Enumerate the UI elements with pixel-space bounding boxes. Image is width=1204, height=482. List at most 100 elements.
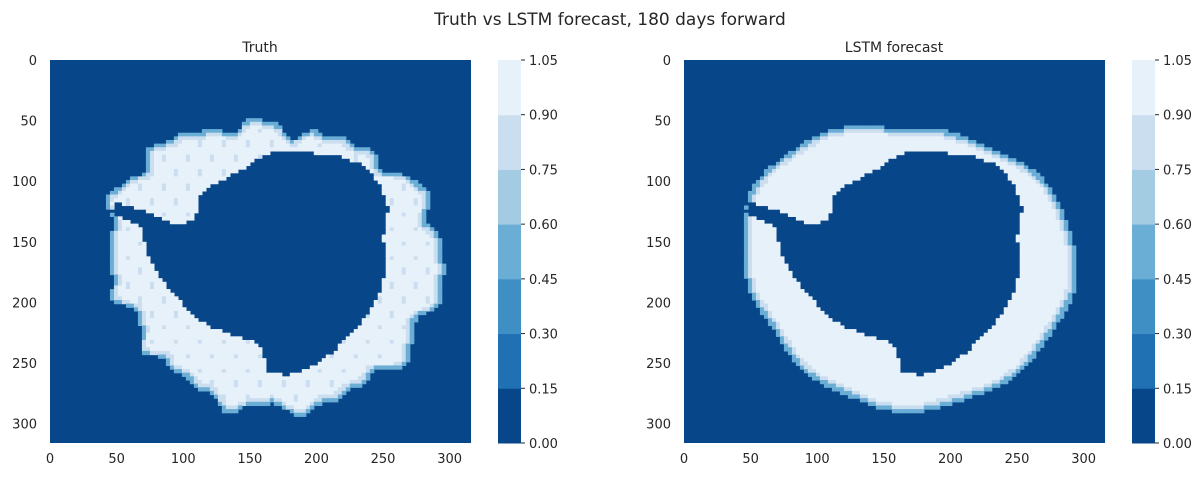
heatmap-cell [791, 318, 797, 323]
heatmap-cell [173, 212, 179, 217]
heatmap-cell [795, 347, 801, 352]
heatmap-cell [855, 376, 861, 381]
heatmap-cell [1007, 172, 1013, 177]
heatmap-cell [895, 372, 901, 377]
heatmap-cell [137, 289, 143, 294]
heatmap-cell [751, 292, 757, 297]
heatmap-cell [999, 347, 1005, 352]
heatmap-cell [783, 183, 789, 188]
heatmap-cell [213, 150, 219, 156]
heatmap-cell [345, 336, 351, 341]
heatmap-cell [827, 379, 833, 385]
heatmap-cell [253, 369, 259, 374]
heatmap-cell [1063, 267, 1069, 272]
heatmap-cell [325, 150, 331, 156]
heatmap-cell [421, 303, 427, 308]
heatmap-cell [803, 325, 809, 330]
heatmap-cell [795, 289, 801, 294]
heatmap-cell [1051, 263, 1057, 268]
heatmap-cell [305, 132, 311, 137]
heatmap-cell [137, 259, 143, 265]
heatmap-cell [875, 165, 881, 170]
heatmap-cell [121, 234, 127, 239]
heatmap-cell [931, 372, 937, 377]
heatmap-cell [747, 194, 753, 199]
heatmap-cell [1011, 343, 1017, 348]
heatmap-cell [1007, 299, 1013, 305]
heatmap-cell [859, 347, 865, 352]
heatmap-cell [429, 249, 435, 254]
heatmap-cell [823, 329, 829, 334]
heatmap-cell [827, 158, 833, 163]
colorbar-tick-label: 0.00 [529, 437, 558, 452]
heatmap-cell [1031, 259, 1037, 265]
heatmap-cell [831, 165, 837, 170]
heatmap-cell [217, 354, 223, 359]
heatmap-cell [425, 267, 431, 272]
heatmap-cell [193, 361, 199, 367]
heatmap-cell [169, 158, 175, 163]
heatmap-cell [245, 361, 251, 367]
heatmap-cell [1035, 238, 1041, 243]
heatmap-cell [799, 314, 805, 319]
heatmap-cell [971, 343, 977, 348]
heatmap-cell [197, 143, 203, 148]
heatmap-cell [839, 325, 845, 330]
heatmap-cell [1019, 172, 1025, 177]
heatmap-cell [779, 201, 785, 207]
heatmap-cell [409, 205, 415, 210]
heatmap-cell [847, 332, 853, 337]
heatmap-cell [747, 223, 753, 228]
heatmap-cell [365, 358, 371, 363]
heatmap-cell [161, 318, 167, 323]
heatmap-cell [1027, 198, 1033, 203]
heatmap-cell [835, 161, 841, 167]
heatmap-cell [839, 347, 845, 352]
heatmap-cell [971, 361, 977, 367]
heatmap-cell [895, 129, 901, 134]
heatmap-cell [759, 296, 765, 301]
heatmap-cell [967, 387, 973, 392]
heatmap-cell [153, 307, 159, 312]
heatmap-cell [197, 172, 203, 177]
heatmap-cell [217, 161, 223, 167]
heatmap-cell [153, 310, 159, 316]
heatmap-cell [871, 372, 877, 377]
heatmap-cell [397, 343, 403, 348]
heatmap-cell [827, 361, 833, 367]
heatmap-cell [417, 227, 423, 232]
heatmap-cell [891, 347, 897, 352]
heatmap-cell [229, 158, 235, 163]
heatmap-cell [1003, 158, 1009, 163]
heatmap-cell [341, 343, 347, 348]
heatmap-cell [425, 238, 431, 243]
heatmap-cell [421, 278, 427, 283]
heatmap-cell [129, 176, 135, 181]
heatmap-cell [177, 150, 183, 156]
heatmap-cell [201, 365, 207, 370]
heatmap-cell [1027, 347, 1033, 352]
heatmap-cell [381, 354, 387, 359]
heatmap-cell [357, 147, 363, 152]
heatmap-cell [117, 245, 123, 250]
heatmap-cell [1067, 256, 1073, 261]
heatmap-cell [783, 263, 789, 268]
heatmap-cell [389, 289, 395, 294]
heatmap-cell [349, 369, 355, 374]
heatmap-cell [369, 169, 375, 174]
heatmap-cell [783, 318, 789, 323]
heatmap-cell [109, 296, 115, 301]
heatmap-cell [233, 336, 239, 341]
heatmap-cell [121, 198, 127, 203]
heatmap-cell [1023, 343, 1029, 348]
heatmap-cell [137, 296, 143, 301]
heatmap-cell [1019, 227, 1025, 232]
heatmap-cell [201, 165, 207, 170]
heatmap-cell [1043, 259, 1049, 265]
heatmap-cell [859, 390, 865, 396]
heatmap-cell [1059, 256, 1065, 261]
heatmap-cell [225, 161, 231, 167]
heatmap-cell [181, 205, 187, 210]
heatmap-cell [381, 303, 387, 308]
heatmap-cell [173, 205, 179, 210]
